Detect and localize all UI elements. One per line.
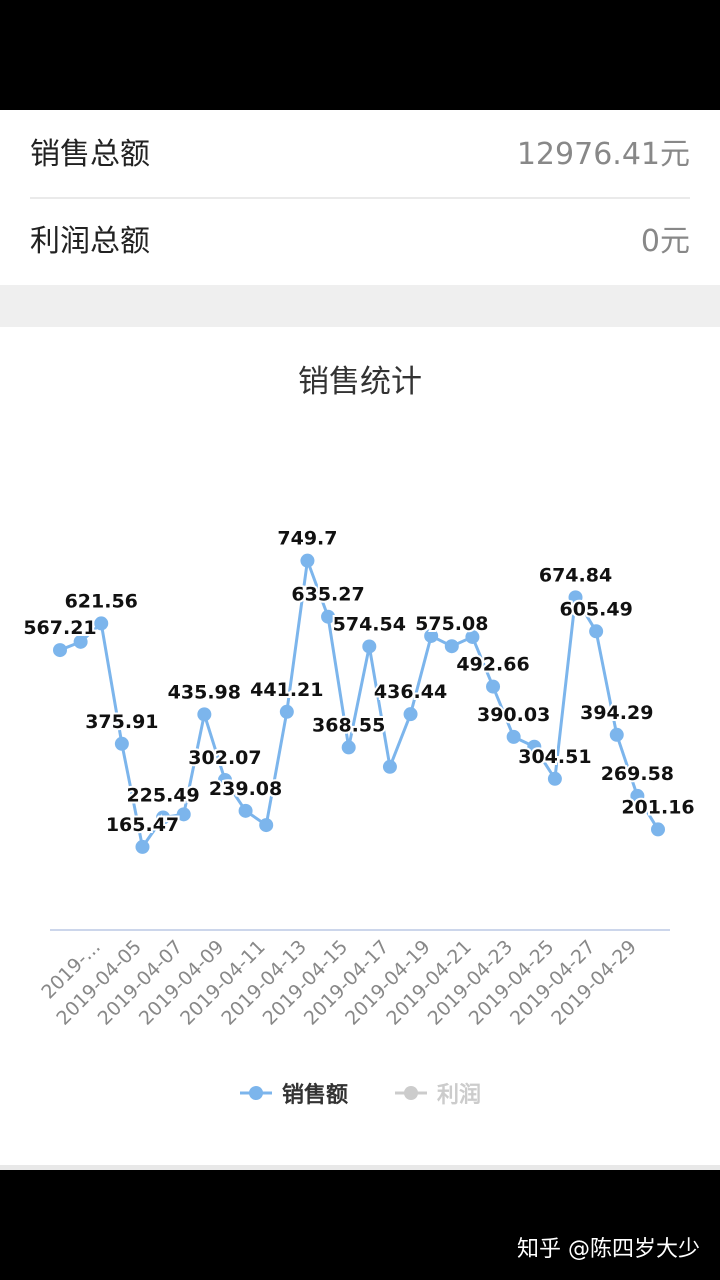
watermark: 知乎 @陈四岁大少	[517, 1237, 700, 1262]
data-label: 567.21	[23, 617, 96, 639]
point	[238, 803, 253, 818]
summary-value: 0元	[641, 224, 690, 259]
separator	[0, 285, 720, 327]
point	[568, 590, 583, 605]
data-label: 368.55	[312, 714, 385, 736]
data-label: 165.47	[106, 814, 179, 836]
point	[156, 810, 171, 825]
data-label: 225.49	[126, 785, 199, 807]
point	[465, 629, 480, 644]
data-label: 390.03	[477, 704, 550, 726]
point	[259, 818, 274, 833]
chart-card	[0, 327, 720, 1165]
point	[630, 788, 645, 803]
data-label: 621.56	[65, 590, 138, 612]
point	[217, 772, 232, 787]
status-bar	[0, 0, 720, 110]
point	[403, 707, 418, 722]
data-label: 575.08	[415, 613, 488, 635]
point	[53, 643, 67, 658]
data-label: 302.07	[188, 747, 261, 769]
data-label: 441.21	[250, 679, 323, 701]
point	[609, 727, 624, 742]
legend-label: 利润	[437, 1082, 481, 1108]
point	[651, 822, 665, 837]
point	[341, 740, 356, 755]
data-label: 435.98	[168, 681, 241, 703]
data-label: 574.54	[333, 613, 406, 635]
data-label: 269.58	[601, 763, 674, 785]
legend-label: 销售额	[282, 1082, 348, 1108]
summary-value: 12976.41元	[517, 137, 690, 172]
data-label: 635.27	[291, 584, 364, 606]
summary-label: 销售总额	[30, 137, 150, 172]
data-label: 304.51	[518, 746, 591, 768]
point	[424, 628, 439, 643]
point	[94, 616, 109, 631]
data-label: 674.84	[539, 564, 612, 586]
point	[527, 739, 542, 754]
point	[321, 609, 336, 624]
data-label: 436.44	[374, 681, 447, 703]
point	[486, 679, 501, 694]
point	[547, 771, 562, 786]
legend-symbol	[404, 1086, 418, 1100]
point	[279, 704, 294, 719]
point	[444, 639, 459, 654]
separator	[0, 1165, 720, 1170]
summary-label: 利润总额	[30, 224, 150, 259]
legend-symbol	[249, 1086, 263, 1100]
point	[300, 553, 315, 568]
data-label: 201.16	[621, 796, 694, 818]
data-label: 605.49	[559, 598, 632, 620]
point	[506, 729, 521, 744]
point	[382, 759, 397, 774]
data-label: 394.29	[580, 702, 653, 724]
data-label: 492.66	[456, 654, 529, 676]
data-label: 749.7	[277, 528, 337, 550]
data-label: 375.91	[85, 711, 158, 733]
point	[589, 624, 604, 639]
data-label: 239.08	[209, 778, 282, 800]
point	[73, 634, 88, 649]
point	[135, 839, 150, 854]
point	[362, 639, 377, 654]
point	[197, 707, 212, 722]
point	[114, 736, 129, 751]
chart-title: 销售统计	[298, 364, 422, 400]
point	[176, 807, 191, 822]
